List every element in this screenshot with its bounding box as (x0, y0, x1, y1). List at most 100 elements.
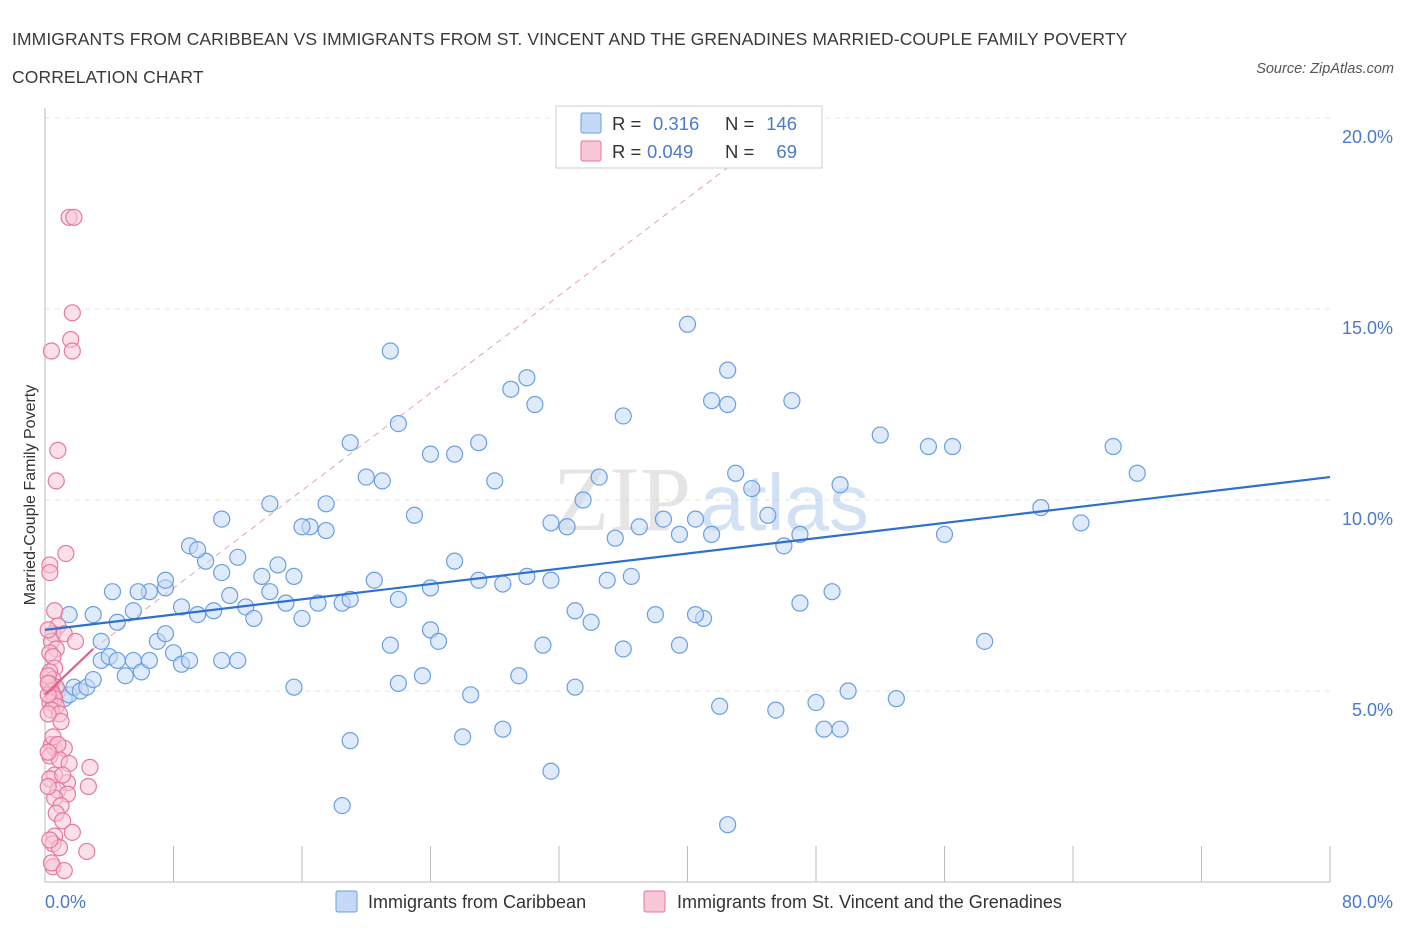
point-caribbean (566, 602, 584, 620)
point-caribbean (188, 541, 207, 559)
point-stvincent (46, 602, 64, 620)
point-stvincent (81, 758, 99, 777)
point-stvincent (54, 812, 72, 830)
point-caribbean (582, 613, 600, 631)
point-stvincent (49, 441, 67, 459)
point-caribbean (574, 491, 592, 509)
point-caribbean (341, 434, 359, 452)
trend-line-stvincent (44, 648, 94, 696)
point-stvincent (39, 705, 57, 723)
point-caribbean (84, 605, 102, 624)
legend-r-label-caribbean: R = (612, 113, 641, 134)
point-caribbean (775, 537, 793, 555)
point-caribbean (719, 395, 737, 414)
point-stvincent (52, 712, 70, 731)
point-caribbean (823, 583, 841, 601)
point-caribbean (341, 590, 359, 608)
y-tick-label: 5.0% (1352, 700, 1393, 720)
point-caribbean (84, 670, 102, 689)
point-caribbean (815, 720, 833, 738)
point-caribbean (103, 583, 122, 601)
point-caribbean (261, 495, 279, 513)
point-caribbean (1032, 499, 1050, 517)
y-axis-title: Married-Couple Family Poverty (22, 385, 39, 606)
point-stvincent (41, 831, 59, 849)
point-caribbean (887, 690, 905, 708)
point-caribbean (943, 437, 962, 456)
point-caribbean (670, 525, 689, 543)
point-caribbean (229, 651, 247, 670)
chart-title: IMMIGRANTS FROM CARIBBEAN VS IMMIGRANTS … (12, 29, 1128, 87)
point-stvincent (47, 472, 65, 490)
watermark-atlas: atlas (700, 458, 869, 547)
point-caribbean (116, 667, 134, 685)
point-caribbean (727, 464, 745, 482)
point-caribbean (743, 479, 761, 498)
legend-swatch-stvincent (580, 140, 602, 162)
source-label: Source: ZipAtlas.com (1256, 61, 1394, 77)
stats-legend: R = 0.316 N = 146 R = 0.049 N = 69 (555, 105, 823, 169)
point-stvincent (66, 632, 85, 650)
point-caribbean (630, 518, 648, 536)
point-caribbean (470, 434, 488, 452)
point-caribbean (646, 605, 664, 624)
point-stvincent (39, 777, 57, 796)
point-stvincent (39, 743, 57, 761)
point-caribbean (1128, 464, 1146, 482)
point-caribbean (172, 598, 191, 616)
point-caribbean (229, 548, 247, 566)
point-caribbean (686, 510, 705, 528)
point-caribbean (486, 472, 504, 490)
point-caribbean (759, 506, 777, 524)
point-caribbean (462, 686, 480, 704)
legend-r-label-stvincent: R = (612, 141, 641, 162)
point-caribbean (389, 415, 407, 433)
point-caribbean (654, 510, 673, 528)
trend-extension-stvincent (92, 136, 769, 650)
point-caribbean (221, 586, 239, 605)
point-caribbean (293, 609, 311, 628)
point-caribbean (365, 571, 383, 589)
point-stvincent (55, 861, 73, 880)
point-caribbean (502, 380, 520, 398)
data-points (39, 208, 1331, 880)
point-caribbean (590, 468, 608, 486)
point-caribbean (156, 571, 175, 589)
point-caribbean (140, 651, 159, 670)
point-caribbean (719, 816, 737, 834)
point-caribbean (606, 529, 624, 547)
point-stvincent (78, 842, 96, 861)
legend-n-value-caribbean: 146 (766, 113, 797, 134)
point-caribbean (510, 667, 528, 685)
point-caribbean (357, 468, 375, 486)
point-caribbean (309, 594, 327, 612)
point-caribbean (534, 636, 552, 654)
point-stvincent (42, 342, 61, 360)
point-caribbean (405, 506, 424, 524)
x-tick-label-left: 0.0% (45, 892, 86, 912)
point-stvincent (41, 563, 59, 582)
point-caribbean (791, 525, 809, 543)
point-caribbean (518, 567, 536, 586)
point-caribbean (213, 510, 231, 528)
point-caribbean (389, 674, 407, 692)
point-caribbean (253, 567, 271, 586)
point-caribbean (919, 437, 938, 456)
point-caribbean (614, 407, 632, 425)
point-caribbean (413, 667, 432, 685)
legend-n-label-stvincent: N = (725, 141, 754, 162)
point-caribbean (156, 625, 175, 643)
point-caribbean (935, 525, 954, 543)
point-caribbean (566, 678, 584, 696)
point-caribbean (686, 605, 705, 624)
point-caribbean (180, 651, 199, 670)
point-caribbean (445, 445, 464, 463)
legend-swatch-caribbean (580, 112, 602, 134)
point-caribbean (429, 632, 448, 650)
y-tick-label: 20.0% (1342, 127, 1393, 147)
point-caribbean (598, 571, 616, 589)
point-caribbean (188, 605, 207, 624)
point-caribbean (285, 678, 303, 696)
y-tick-label: 10.0% (1342, 509, 1393, 529)
point-caribbean (494, 720, 512, 738)
